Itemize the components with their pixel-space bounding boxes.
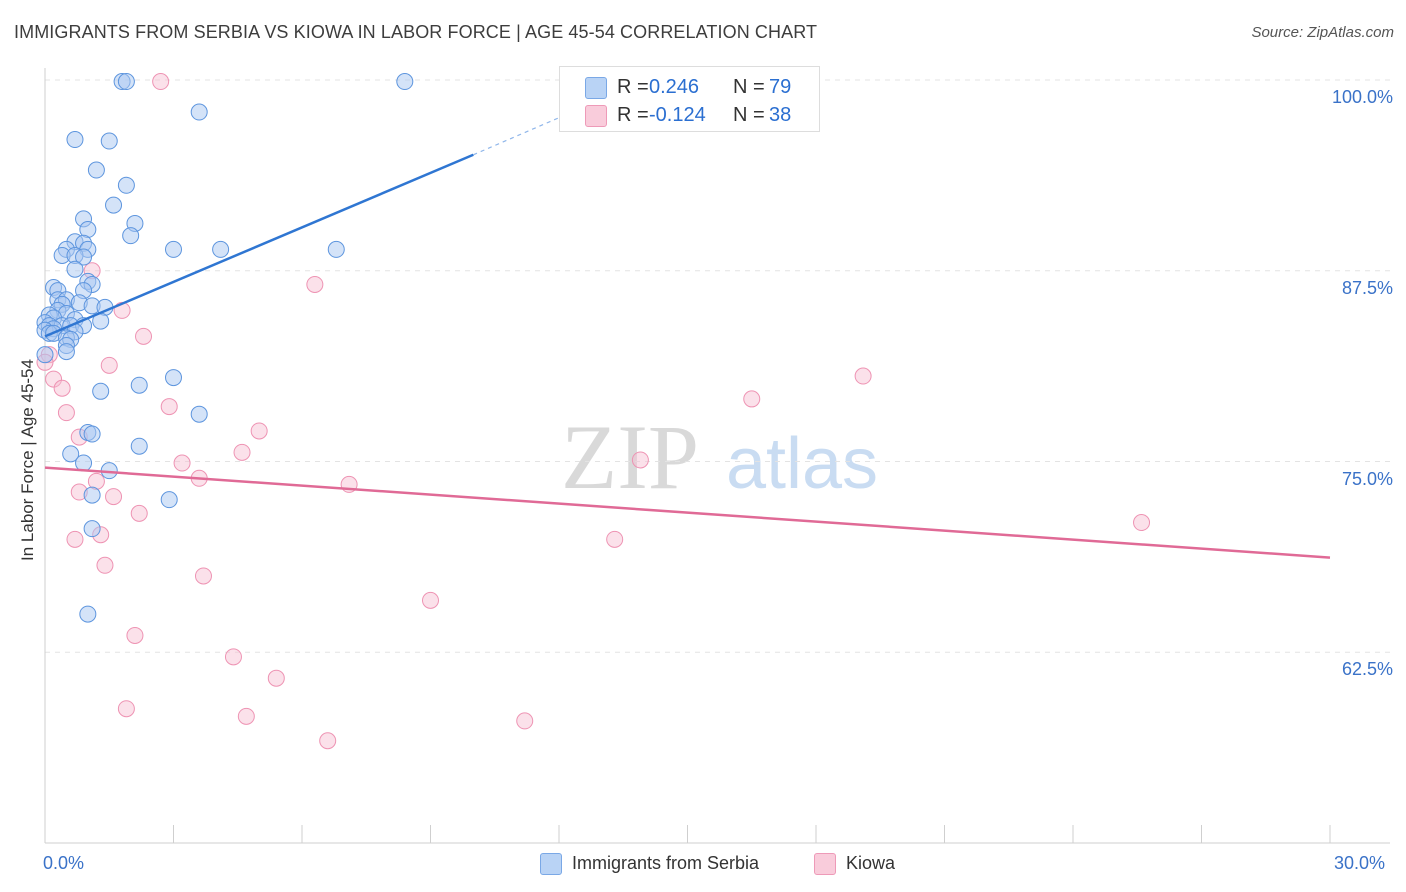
kiowa-point [250,422,268,440]
kiowa-point [173,454,191,472]
kiowa-point [224,648,242,666]
kiowa-point [194,567,212,585]
kiowa-point [237,707,255,725]
serbia-trend-extension [473,102,594,156]
n-label: N = [733,104,765,126]
serbia-point [130,437,148,455]
serbia-point [83,425,101,443]
y-tick-label: 62.5% [1341,659,1393,680]
x-tick-label-min: 0.0% [43,853,85,873]
serbia-point [75,248,93,266]
kiowa-point [45,370,63,388]
serbia-point [327,240,345,258]
kiowa-point [306,275,324,293]
kiowa-point [105,488,123,506]
y-tick-label: 75.0% [1341,468,1393,489]
serbia-point [165,240,182,258]
serbia-point [92,382,110,400]
serbia-point [66,260,84,278]
serbia-point [117,176,135,194]
watermark-atlas: atlas [726,424,878,504]
serbia-points [36,73,414,623]
serbia-legend-swatch [540,853,562,875]
stats-legend: R = 0.246 N = 79 R = -0.124 N = 38 [559,66,820,132]
source-label: Source: ZipAtlas.com [1251,24,1394,41]
r-label: R = [617,76,649,98]
kiowa-point [66,530,84,548]
serbia-point [396,73,414,91]
serbia-point [62,445,80,463]
kiowa-point [53,379,71,397]
n-label: N = [733,76,765,98]
serbia-point [100,132,118,150]
kiowa-point [117,700,135,718]
kiowa-point [743,390,761,408]
y-tick-label: 87.5% [1341,277,1393,298]
y-tick-label: 100.0% [1331,87,1393,107]
serbia-point [190,103,208,121]
kiowa-point [100,356,118,374]
r-label: R = [617,104,649,126]
serbia-swatch [585,77,607,99]
kiowa-point [233,443,251,461]
kiowa-point [854,367,872,385]
axes [44,68,1390,844]
kiowa-trend-line [44,466,1331,559]
kiowa-point [516,712,534,730]
n-value: 38 [769,104,792,126]
kiowa-point [606,530,624,548]
serbia-point [66,131,84,149]
watermark-zip: ZIP [561,406,699,508]
r-value: 0.246 [649,76,700,98]
grid-lines [45,79,1390,653]
kiowa-point [152,73,170,91]
legend-label: Kiowa [846,853,896,873]
kiowa-point [135,327,153,345]
watermark: ZIP atlas [561,406,878,508]
serbia-point [117,73,135,91]
kiowa-point [160,398,178,416]
kiowa-point [422,591,439,609]
serbia-point [105,196,123,214]
serbia-point [130,376,148,394]
kiowa-legend-swatch [814,853,836,875]
serbia-point [75,454,93,472]
kiowa-point [57,404,75,422]
stats-row-serbia: R = 0.246 N = 79 [560,72,819,100]
kiowa-point [631,451,649,469]
r-value: -0.124 [649,104,706,126]
legend-label: Immigrants from Serbia [572,853,760,873]
serbia-point [83,520,101,538]
chart-title: IMMIGRANTS FROM SERBIA VS KIOWA IN LABOR… [14,22,818,42]
serbia-point [212,240,230,258]
kiowa-point [96,556,114,574]
kiowa-swatch [585,105,607,127]
serbia-point [79,605,97,623]
x-tick-label-max: 30.0% [1334,853,1386,873]
n-value: 79 [769,76,792,98]
kiowa-point [130,504,148,522]
serbia-point [165,369,182,387]
serbia-point [87,161,105,179]
kiowa-point [319,732,337,750]
serbia-point [122,227,140,245]
serbia-point [190,405,208,423]
stats-row-kiowa: R = -0.124 N = 38 [560,100,819,128]
serbia-point [160,491,178,509]
serbia-point [36,346,54,364]
kiowa-point [267,669,285,687]
serbia-trend-line [44,153,474,338]
kiowa-point [1133,514,1151,532]
trend-lines [44,102,1331,559]
serbia-point [57,343,75,361]
serbia-point [83,486,101,504]
kiowa-point [126,626,144,644]
